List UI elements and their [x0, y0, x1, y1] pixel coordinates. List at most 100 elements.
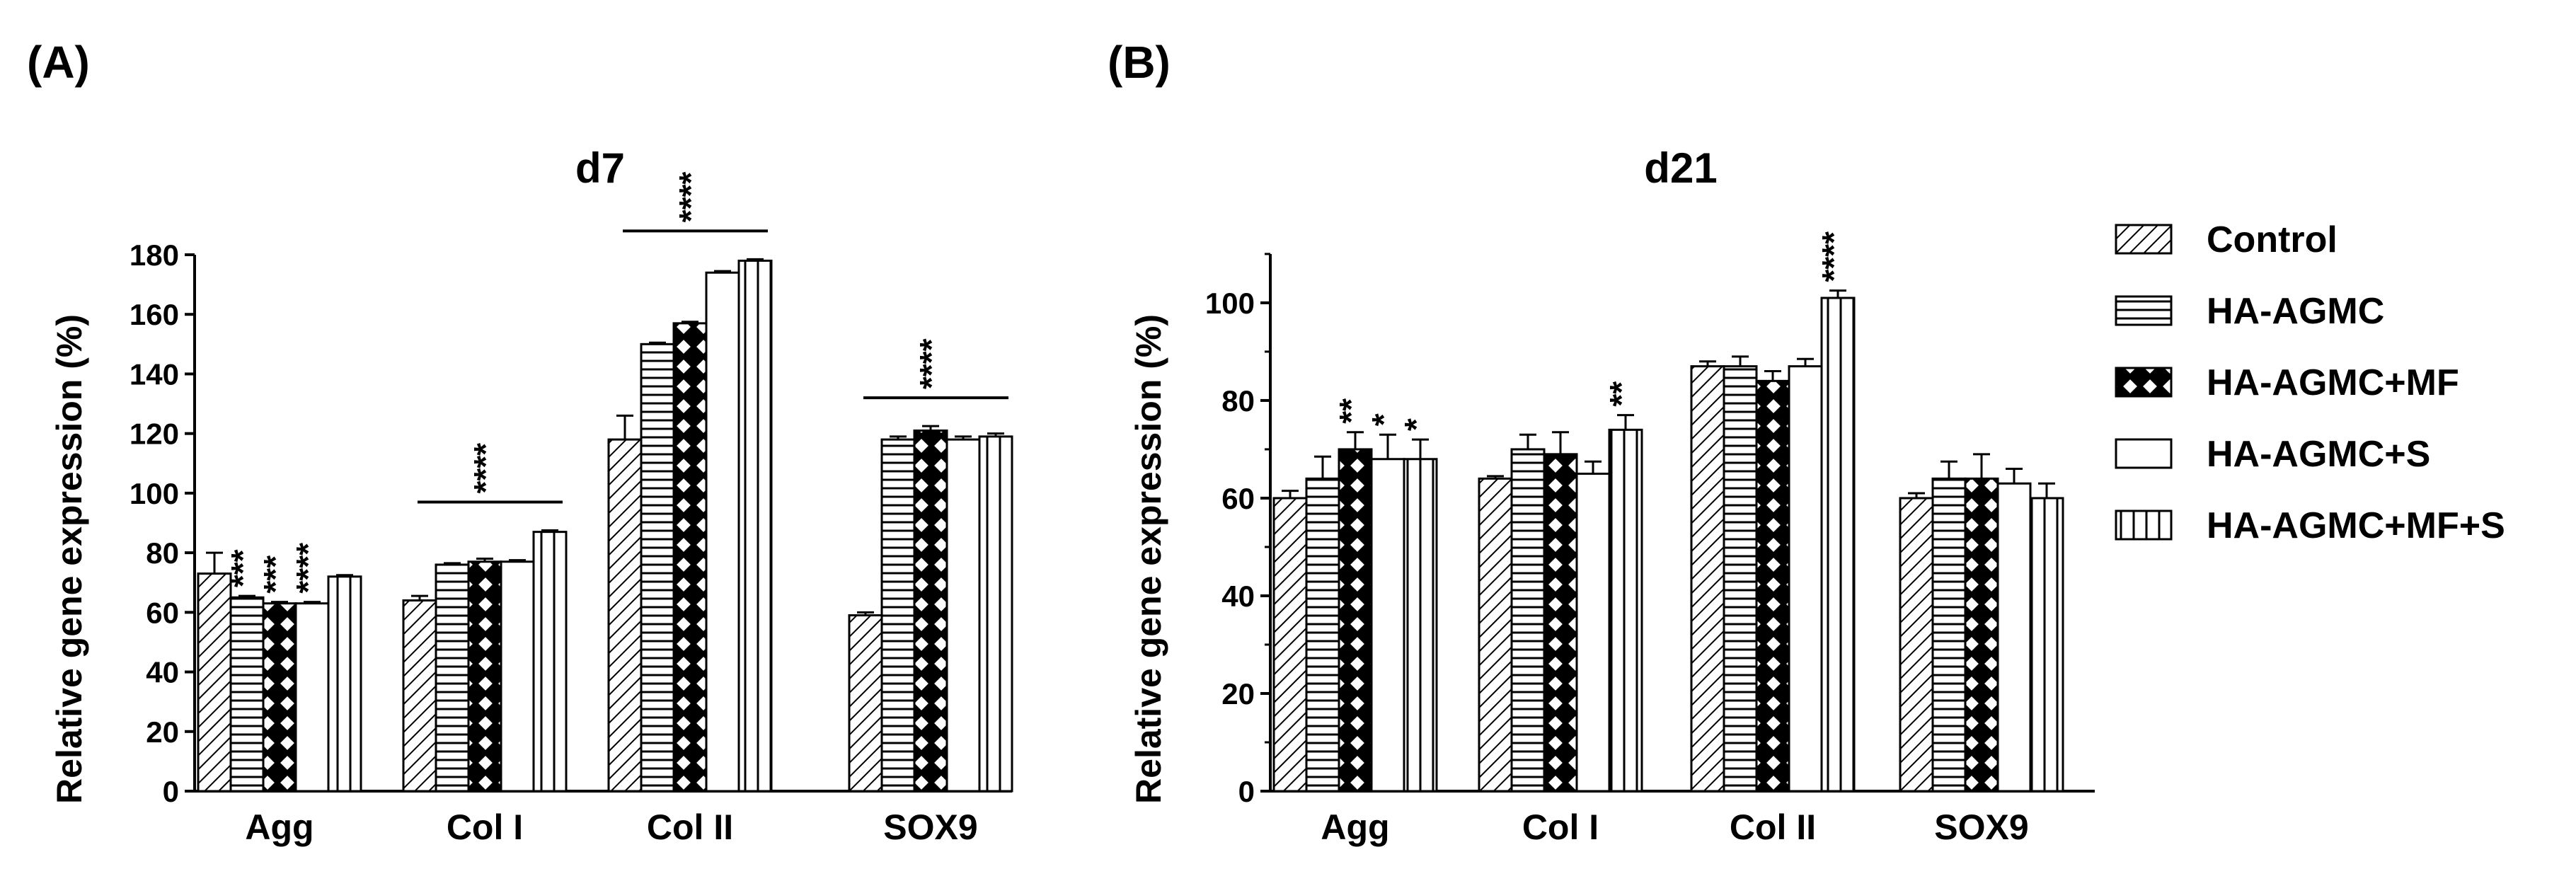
- chart-panel-d7: d7 Relative gene expression (%) 0 20 40 60 8…: [50, 144, 1013, 847]
- y-tick-label: 100: [1205, 287, 1255, 320]
- bar-agg-ha-agmc+mf+s: [327, 575, 362, 793]
- y-tick-label: 60: [146, 596, 179, 629]
- significance-marker: **: [1603, 381, 1640, 407]
- legend-swatch: [2115, 367, 2173, 398]
- y-tick-label: 20: [1221, 677, 1255, 710]
- y-tick-label: 120: [130, 418, 179, 451]
- y-tick-label: 20: [146, 715, 179, 749]
- bar-sox9-ha-agmc+mf: [913, 429, 948, 793]
- significance-marker: *: [1398, 418, 1434, 431]
- x-tick-label: Col II: [1730, 807, 1816, 847]
- y-tick-label: 80: [146, 536, 179, 570]
- x-tick-label: Col I: [447, 807, 523, 847]
- bar-agg-ha-agmc+s: [294, 602, 330, 793]
- bar-col-i-control: [402, 599, 437, 793]
- significance-marker: ****: [672, 172, 709, 223]
- bar-agg-ha-agmc+mf: [262, 602, 297, 793]
- panel-label-b: (B): [1108, 37, 1171, 88]
- y-tick-label: 60: [1221, 482, 1255, 515]
- bar-col-i-ha-agmc+mf+s: [1608, 428, 1643, 793]
- significance-marker: *: [1365, 413, 1402, 426]
- x-tick-label: Col I: [1522, 807, 1599, 847]
- bar-agg-ha-agmc+s: [1370, 458, 1405, 793]
- chart-title: d21: [1644, 144, 1717, 192]
- bar-col-i-ha-agmc: [1510, 448, 1546, 793]
- legend-swatch: [2115, 509, 2173, 541]
- legend-swatch: [2115, 438, 2173, 469]
- chart-title: d7: [575, 144, 625, 192]
- bars: [197, 258, 1013, 793]
- bar-col-ii-ha-agmc+mf+s: [1820, 296, 1856, 793]
- x-tick-label: Col II: [647, 807, 733, 847]
- significance-marker: ****: [913, 338, 950, 389]
- axes: 0 20 40 60 80 100 Agg Col I Col II SOX9: [1205, 253, 2095, 847]
- y-tick-label: 0: [1238, 775, 1255, 808]
- bar-agg-ha-agmc+mf: [1338, 448, 1373, 793]
- axes: 0 20 40 60 80 100 120 140 160 180 Agg Col I Col II SO…: [130, 238, 1012, 847]
- legend-entry: HA-AGMC+MF+S: [2115, 505, 2505, 546]
- legend-label: HA-AGMC+MF: [2207, 362, 2459, 403]
- significance-marker: ****: [467, 443, 504, 494]
- y-tick-label: 100: [130, 477, 179, 510]
- legend: Control HA-AGMC HA-AGMC+MF HA-AGMC+S HA-AGMC…: [2115, 219, 2505, 546]
- bar-col-ii-ha-agmc+mf+s: [737, 259, 773, 793]
- x-tick-label: Agg: [245, 807, 314, 847]
- bar-col-i-ha-agmc: [435, 563, 470, 793]
- y-tick-label: 160: [130, 298, 179, 331]
- bar-sox9-ha-agmc+mf+s: [2029, 497, 2064, 793]
- bar-col-i-control: [1478, 477, 1513, 793]
- y-tick-label: 80: [1221, 384, 1255, 418]
- significance-marker: ***: [257, 555, 294, 594]
- legend-entry: HA-AGMC+S: [2115, 434, 2430, 475]
- legend-label: HA-AGMC: [2207, 291, 2384, 332]
- bar-col-ii-ha-agmc+mf: [672, 322, 708, 793]
- panel-label-a: (A): [27, 37, 90, 88]
- y-tick-label: 140: [130, 357, 179, 391]
- bar-col-ii-ha-agmc+mf: [1755, 379, 1790, 793]
- bar-sox9-control: [1899, 497, 1934, 793]
- bar-col-i-ha-agmc+s: [500, 560, 535, 793]
- bar-agg-control: [197, 572, 232, 793]
- legend-label: HA-AGMC+MF+S: [2207, 505, 2505, 546]
- bar-sox9-ha-agmc: [1931, 477, 1967, 793]
- bar-col-i-ha-agmc+s: [1575, 472, 1611, 793]
- bar-col-ii-ha-agmc: [1723, 365, 1758, 793]
- significance-marker: ****: [289, 543, 326, 594]
- legend-swatch: [2115, 295, 2173, 326]
- legend-label: Control: [2207, 219, 2338, 260]
- bar-sox9-ha-agmc+mf: [1964, 477, 1999, 793]
- legend-entry: Control: [2115, 219, 2338, 260]
- bar-col-i-ha-agmc+mf: [1543, 453, 1578, 793]
- x-tick-label: SOX9: [883, 807, 977, 847]
- bar-agg-ha-agmc: [1305, 477, 1340, 793]
- legend-swatch: [2115, 224, 2173, 255]
- bar-col-i-ha-agmc+mf+s: [532, 531, 568, 793]
- significance-marker: ***: [224, 549, 261, 587]
- bar-sox9-control: [848, 614, 883, 793]
- legend-entry: HA-AGMC: [2115, 291, 2384, 332]
- bar-sox9-ha-agmc: [880, 438, 916, 793]
- bar-agg-control: [1272, 497, 1308, 793]
- y-axis-label: Relative gene expression (%): [1129, 314, 1168, 804]
- bar-col-ii-ha-agmc+s: [705, 271, 740, 793]
- bar-sox9-ha-agmc+s: [1996, 482, 2032, 793]
- significance-marker: ****: [1815, 231, 1852, 282]
- legend-entry: HA-AGMC+MF: [2115, 362, 2459, 403]
- y-axis-label: Relative gene expression (%): [50, 314, 89, 804]
- y-tick-label: 40: [1221, 580, 1255, 613]
- y-tick-label: 180: [130, 238, 179, 272]
- bar-col-ii-control: [607, 438, 643, 793]
- bars: [1272, 289, 2064, 793]
- bar-col-ii-ha-agmc+s: [1788, 365, 1823, 793]
- bar-sox9-ha-agmc+s: [945, 438, 981, 793]
- bar-sox9-ha-agmc+mf+s: [978, 435, 1013, 793]
- y-tick-label: 40: [146, 656, 179, 689]
- legend-label: HA-AGMC+S: [2207, 434, 2430, 475]
- bar-agg-ha-agmc+mf+s: [1403, 458, 1438, 793]
- x-tick-label: SOX9: [1934, 807, 2028, 847]
- x-tick-label: Agg: [1321, 807, 1389, 847]
- annotations: **********************: [224, 172, 1008, 594]
- bar-col-ii-control: [1690, 365, 1725, 793]
- chart-panel-d21: d21 Relative gene expression (%) 0 20 40 60…: [1129, 144, 2095, 847]
